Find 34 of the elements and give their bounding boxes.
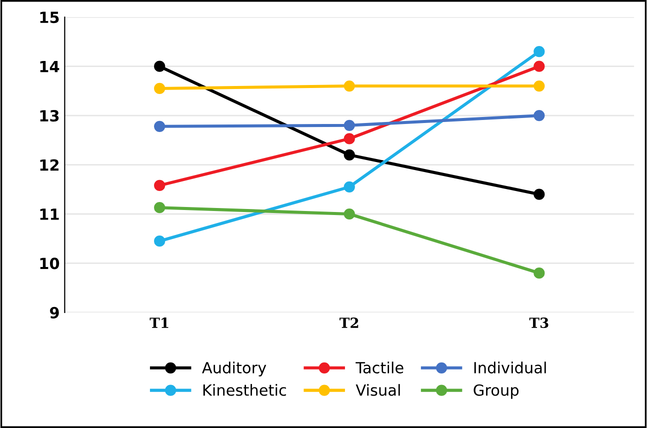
legend-label: Individual xyxy=(474,362,546,374)
x-tick-label: T1 xyxy=(150,318,168,328)
legend-label: Auditory xyxy=(202,362,266,376)
point xyxy=(344,208,355,220)
legend-label: Tactile xyxy=(356,362,404,374)
point xyxy=(154,202,166,214)
point xyxy=(344,80,355,92)
x-tick-label: T3 xyxy=(529,318,548,328)
y-tick-label: 11 xyxy=(40,208,59,220)
legend-label: Visual xyxy=(356,384,400,396)
y-tick-label: 13 xyxy=(40,110,59,122)
y-tick-label: 12 xyxy=(40,159,59,171)
point xyxy=(534,268,545,279)
y-tick-label: 15 xyxy=(40,12,59,24)
point xyxy=(534,60,545,72)
point xyxy=(344,133,355,144)
point xyxy=(344,181,355,192)
point xyxy=(534,188,545,200)
point xyxy=(534,80,545,92)
point xyxy=(534,46,545,58)
legend-label: Kinesthetic xyxy=(203,384,286,396)
legend-label: Group xyxy=(474,384,519,399)
point xyxy=(154,120,166,132)
point xyxy=(344,149,355,160)
point xyxy=(154,82,166,94)
x-tick-label: T2 xyxy=(340,318,358,328)
point xyxy=(154,60,166,72)
y-tick-label: 9 xyxy=(50,306,59,318)
y-tick-label: 10 xyxy=(40,258,60,270)
y-tick-label: 14 xyxy=(40,61,60,72)
point xyxy=(154,236,166,247)
point xyxy=(344,120,355,131)
point xyxy=(154,180,166,192)
point xyxy=(534,110,545,122)
